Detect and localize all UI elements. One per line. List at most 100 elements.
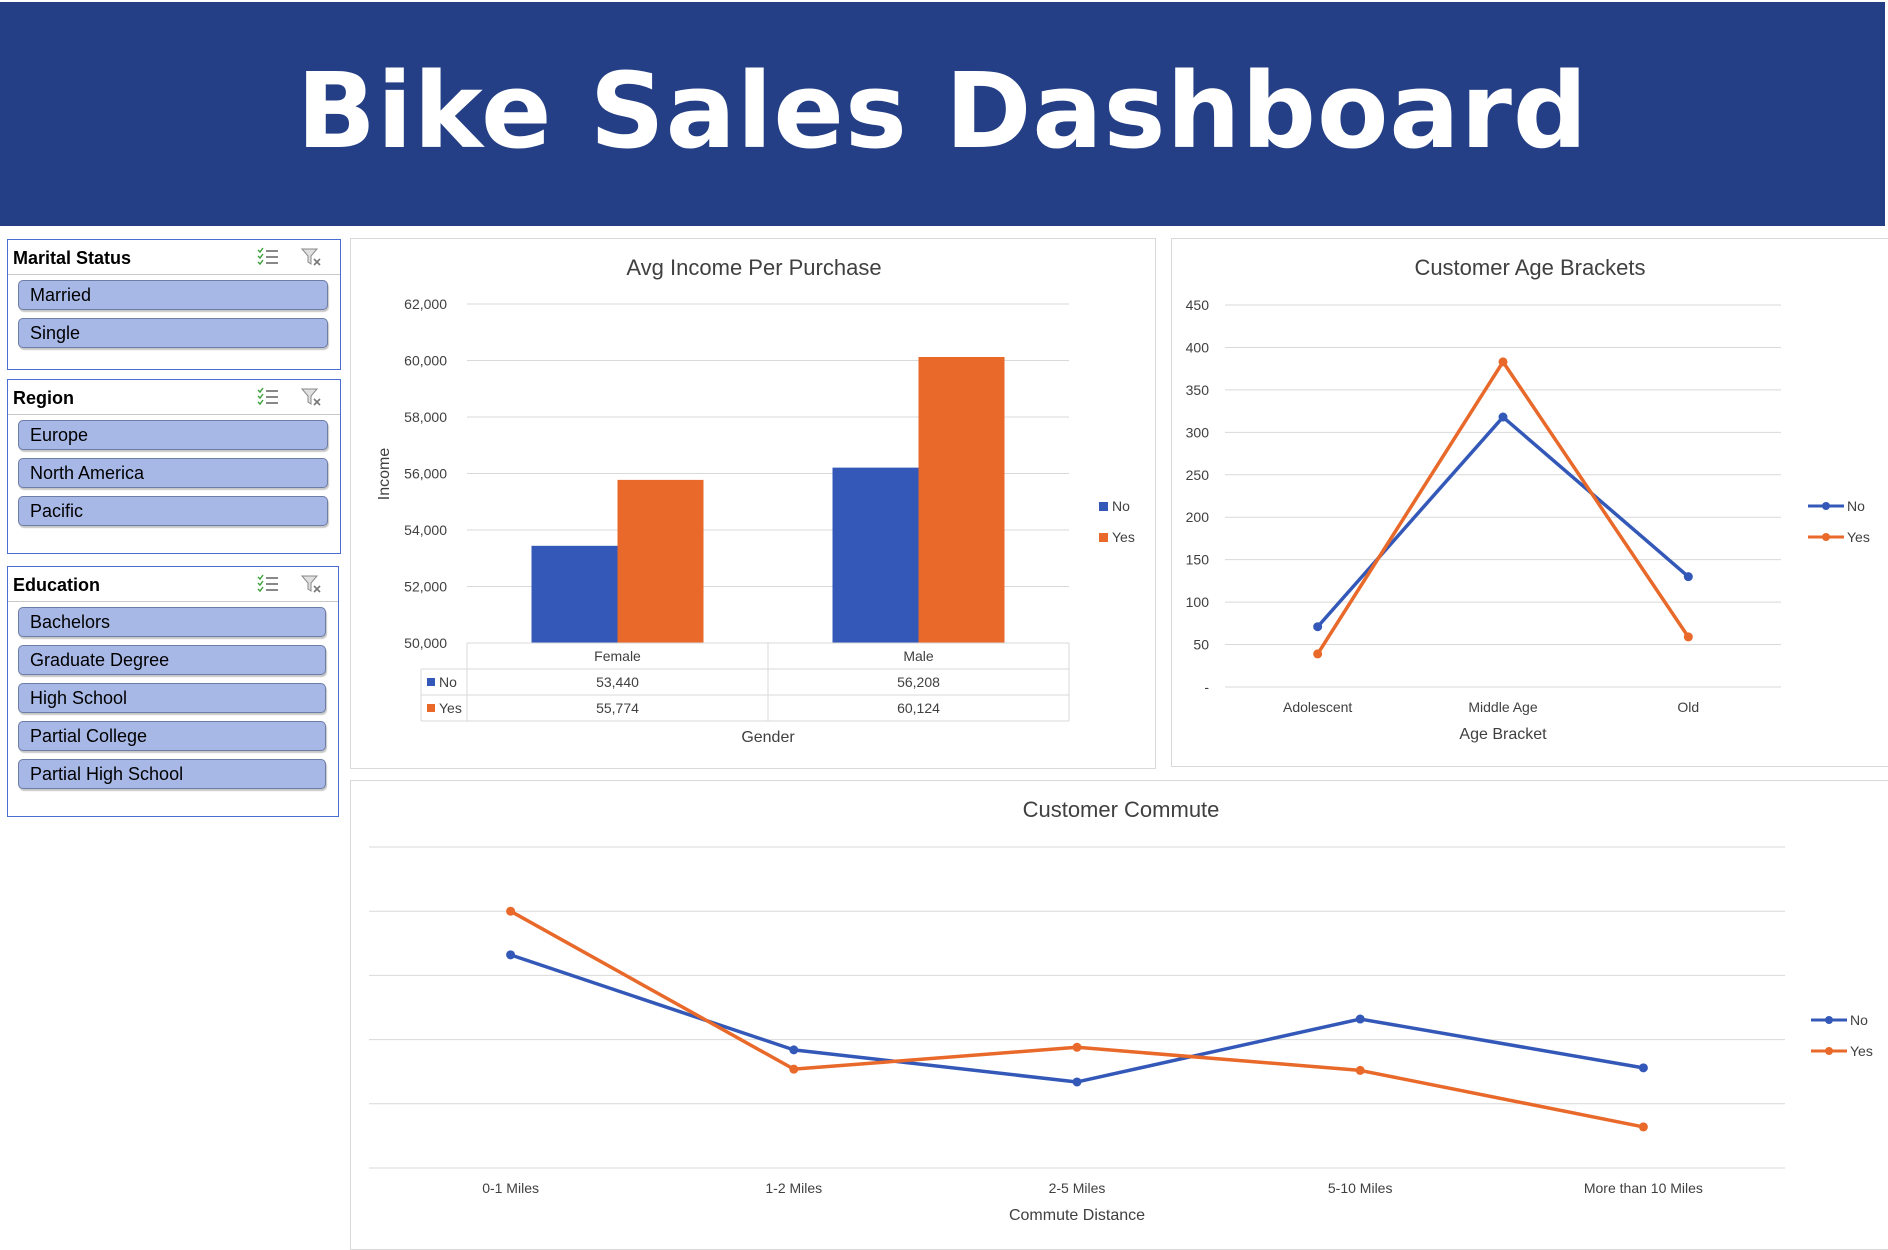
check-mark-icon — [257, 247, 264, 254]
check-mark-icon — [257, 580, 264, 587]
check-mark-icon — [257, 259, 264, 266]
multi-select-glyph — [257, 247, 278, 266]
check-mark-icon — [257, 253, 264, 260]
data-point — [1313, 649, 1323, 659]
y-tick-label: 52,000 — [404, 579, 447, 595]
legend-label: Yes — [1847, 529, 1870, 545]
table-legend-key — [427, 704, 435, 712]
slicer-item-north-america[interactable]: North America — [18, 458, 328, 488]
slicer-header: Region — [8, 380, 340, 415]
slicer-item-single[interactable]: Single — [18, 318, 328, 348]
funnel-icon — [300, 575, 319, 592]
clear-filter-icon[interactable] — [300, 247, 323, 267]
multi-select-icon[interactable] — [257, 574, 279, 594]
check-mark-icon — [257, 586, 264, 593]
y-tick-label: 100 — [1186, 594, 1210, 610]
legend-key-marker — [1825, 1016, 1833, 1024]
data-point — [1072, 1077, 1082, 1087]
slicer-item-graduate-degree[interactable]: Graduate Degree — [18, 645, 326, 675]
slicer-item-partial-high-school[interactable]: Partial High School — [18, 759, 326, 789]
slicer-item-bachelors[interactable]: Bachelors — [18, 607, 326, 637]
data-point — [1355, 1014, 1365, 1024]
legend-label: No — [1112, 498, 1130, 514]
y-tick-label: - — [1204, 679, 1209, 695]
slicer-item-married[interactable]: Married — [18, 280, 328, 310]
bar-yes-female — [617, 479, 704, 643]
series-line-no — [1316, 415, 1690, 628]
y-axis-label: Income — [376, 448, 393, 501]
series-line-no — [510, 953, 1644, 1084]
data-point — [1683, 632, 1693, 642]
data-point — [506, 950, 516, 960]
chart-title: Avg Income Per Purchase — [626, 255, 881, 280]
check-mark-icon — [257, 387, 264, 394]
chart-avg-income[interactable]: Avg Income Per Purchase 50,000 52,000 54,00… — [350, 238, 1156, 769]
chart-age-brackets[interactable]: Customer Age Brackets - 50 100 150 200 250 300 3… — [1171, 238, 1888, 767]
y-tick-label: 50,000 — [404, 635, 447, 651]
x-tick-label: 2-5 Miles — [1049, 1180, 1106, 1196]
data-point — [789, 1045, 799, 1055]
legend-key — [1099, 502, 1108, 511]
clear-filter-glyph — [300, 388, 321, 406]
data-label: 60,124 — [897, 700, 940, 716]
series-line-yes — [1316, 360, 1690, 655]
data-point — [1313, 622, 1323, 632]
bar-yes-male — [918, 356, 1005, 643]
clear-filter-icon[interactable] — [300, 574, 323, 594]
multi-select-icon[interactable] — [257, 247, 279, 267]
data-label: 53,440 — [596, 674, 639, 690]
data-point — [1683, 572, 1693, 582]
slicer-marital-status: Marital Status Married Single — [7, 239, 341, 370]
x-tick-label: More than 10 Miles — [1584, 1180, 1703, 1196]
multi-select-glyph — [257, 387, 278, 406]
slicer-header: Education — [8, 567, 338, 602]
x-axis-label: Age Bracket — [1459, 726, 1547, 743]
x-axis-label: Gender — [741, 729, 795, 746]
y-tick-label: 58,000 — [404, 409, 447, 425]
table-series-label: No — [439, 674, 457, 690]
x-tick-label: Old — [1677, 699, 1699, 715]
legend-key — [1099, 533, 1108, 542]
chart-avg-income-svg: Avg Income Per Purchase 50,000 52,000 54,00… — [376, 255, 1135, 746]
data-point — [1498, 412, 1508, 422]
y-tick-label: 250 — [1186, 467, 1210, 483]
x-mark-icon — [313, 398, 321, 406]
y-tick-label: 50 — [1193, 637, 1209, 653]
y-tick-label: 300 — [1186, 424, 1210, 440]
y-tick-label: 200 — [1186, 509, 1210, 525]
legend-key-marker — [1825, 1047, 1833, 1055]
chart-customer-commute[interactable]: Customer Commute 0-1 Miles 1-2 Miles 2-5 Mi… — [350, 780, 1888, 1250]
y-tick-label: 56,000 — [404, 466, 447, 482]
check-mark-icon — [257, 574, 264, 581]
series-line-yes — [509, 909, 1644, 1129]
bar-no-female — [531, 545, 618, 643]
y-tick-label: 400 — [1186, 339, 1210, 355]
multi-select-glyph — [257, 574, 278, 593]
x-tick-label: 5-10 Miles — [1328, 1180, 1393, 1196]
y-tick-label: 350 — [1186, 382, 1210, 398]
slicer-item-partial-college[interactable]: Partial College — [18, 721, 326, 751]
y-tick-label: 150 — [1186, 552, 1210, 568]
data-point — [1638, 1063, 1648, 1073]
data-point — [1355, 1065, 1365, 1075]
x-tick-label: Male — [903, 648, 934, 664]
x-mark-icon — [313, 258, 321, 266]
x-axis-label: Commute Distance — [1009, 1207, 1145, 1224]
slicer-title: Region — [13, 388, 74, 408]
data-point — [1498, 357, 1508, 367]
slicer-item-high-school[interactable]: High School — [18, 683, 326, 713]
dashboard-header: Bike Sales Dashboard — [0, 2, 1885, 226]
slicer-education: Education Bachelors Graduate Degree High… — [7, 566, 339, 817]
data-label: 56,208 — [897, 674, 940, 690]
multi-select-icon[interactable] — [257, 387, 279, 407]
dashboard-title: Bike Sales Dashboard — [296, 50, 1589, 172]
x-tick-label: Female — [594, 648, 641, 664]
y-tick-label: 60,000 — [404, 353, 447, 369]
x-tick-label: Middle Age — [1468, 699, 1537, 715]
clear-filter-icon[interactable] — [300, 387, 323, 407]
slicer-item-pacific[interactable]: Pacific — [18, 496, 328, 526]
slicer-header: Marital Status — [8, 240, 340, 275]
slicer-item-europe[interactable]: Europe — [18, 420, 328, 450]
slicer-title: Marital Status — [13, 248, 132, 268]
legend-label: Yes — [1112, 529, 1135, 545]
